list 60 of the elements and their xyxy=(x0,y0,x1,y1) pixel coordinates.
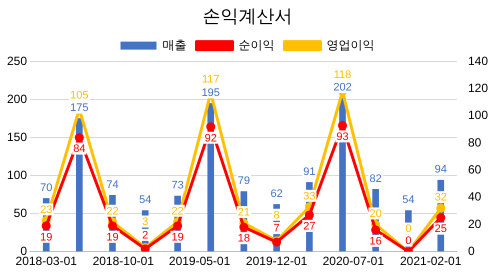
data-label: 33 xyxy=(303,190,316,202)
data-label: 20 xyxy=(369,208,382,220)
data-label: 25 xyxy=(434,223,447,236)
y-tick-label: 100 xyxy=(6,168,28,182)
y2-tick-label: 120 xyxy=(468,81,488,96)
data-label: 202 xyxy=(333,82,352,94)
y-tick-label: 200 xyxy=(6,92,28,106)
data-label: 54 xyxy=(139,194,152,206)
data-label: 94 xyxy=(434,164,447,176)
data-label: 73 xyxy=(171,180,184,192)
y-tick-label: 50 xyxy=(14,206,28,220)
data-label: 32 xyxy=(434,192,447,204)
data-label: 2 xyxy=(142,229,148,242)
data-label: 22 xyxy=(106,205,119,218)
data-label: 118 xyxy=(334,68,352,81)
data-label: 8 xyxy=(274,209,280,222)
data-label: 16 xyxy=(369,235,382,248)
data-label: 54 xyxy=(402,194,415,206)
y-tick-label: 250 xyxy=(6,54,28,68)
x-tick-label: 2021-02-01 xyxy=(400,254,462,268)
data-label: 84 xyxy=(73,143,86,156)
y2-tick-label: 60 xyxy=(468,162,482,176)
data-label: 105 xyxy=(70,90,89,102)
data-label: 74 xyxy=(106,178,119,191)
data-label: 91 xyxy=(303,166,316,178)
data-label: 27 xyxy=(303,220,316,232)
data-label: 19 xyxy=(106,231,119,244)
y2-tick-label: 80 xyxy=(468,135,482,150)
data-label: 23 xyxy=(40,204,52,216)
data-label: 19 xyxy=(171,231,184,244)
data-label: 3 xyxy=(142,216,148,228)
data-label: 18 xyxy=(238,232,250,245)
data-label: 175 xyxy=(70,102,89,114)
y2-tick-label: 100 xyxy=(468,108,488,122)
data-label: 22 xyxy=(171,205,184,218)
y2-tick-label: 0 xyxy=(468,244,475,258)
y2-tick-label: 40 xyxy=(468,190,482,204)
data-label: 62 xyxy=(270,188,283,200)
data-label: 92 xyxy=(204,132,217,144)
data-label: 93 xyxy=(336,130,349,143)
data-label: 21 xyxy=(238,206,250,219)
x-tick-label: 2019-12-01 xyxy=(246,254,308,268)
legend-label: 순이익 xyxy=(238,38,274,52)
data-label: 70 xyxy=(40,182,52,194)
x-tick-label: 2018-10-01 xyxy=(92,254,154,268)
x-tick-label: 2019-05-01 xyxy=(168,254,231,268)
legend-label: 영업이익 xyxy=(326,38,374,52)
data-label: 0 xyxy=(405,223,412,236)
data-label: 79 xyxy=(238,175,250,188)
data-label: 0 xyxy=(405,235,412,248)
y-tick-label: 150 xyxy=(6,130,28,144)
data-label: 117 xyxy=(202,73,220,86)
chart-title: 손익계산서 xyxy=(202,6,292,26)
legend-label: 매출 xyxy=(162,38,186,52)
data-label: 19 xyxy=(40,231,52,244)
y2-tick-label: 20 xyxy=(468,216,482,231)
y2-tick-label: 140 xyxy=(468,54,488,68)
data-label: 82 xyxy=(369,172,382,185)
data-label: 7 xyxy=(274,222,280,235)
x-tick-label: 2020-07-01 xyxy=(322,254,384,268)
